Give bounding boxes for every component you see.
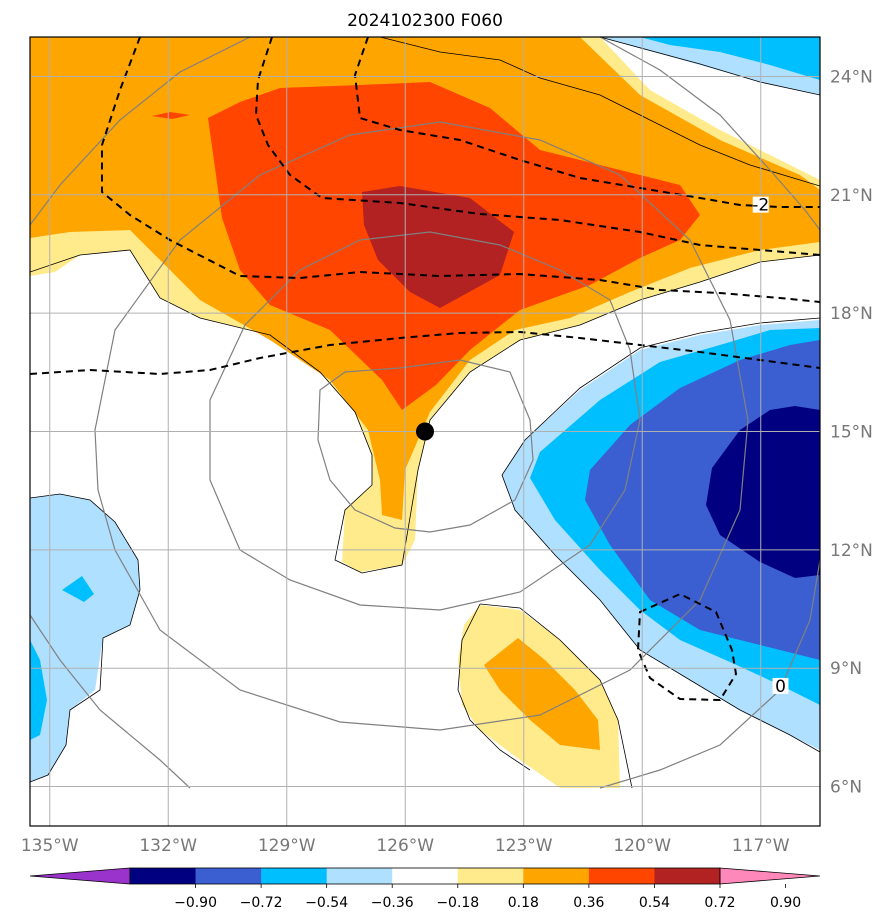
fill-cyan-west-spot bbox=[62, 576, 94, 602]
lon-tick-label: 132°W bbox=[139, 836, 197, 856]
lat-tick-label: 15°N bbox=[830, 423, 873, 443]
colorbar-segment bbox=[195, 868, 262, 884]
latitude-labels: 24°N 21°N 18°N 15°N 12°N 9°N 6°N bbox=[830, 67, 873, 797]
thin-contour-south-tail bbox=[30, 249, 820, 574]
map-frame bbox=[29, 36, 821, 827]
colorbar-tick-label: −0.18 bbox=[436, 895, 479, 911]
fill-orange-south bbox=[484, 638, 600, 750]
lat-tick-label: 21°N bbox=[830, 186, 873, 206]
lat-tick-label: 9°N bbox=[830, 659, 862, 679]
thin-contour-south-west bbox=[457, 603, 531, 771]
lon-tick-label: 117°W bbox=[732, 836, 790, 856]
lat-tick-label: 12°N bbox=[830, 541, 873, 561]
gray-contours bbox=[30, 37, 820, 789]
contour-label: 0 bbox=[775, 677, 786, 697]
colorbar-segment bbox=[261, 868, 328, 884]
fill-navy-east bbox=[706, 406, 820, 578]
colorbar-segment bbox=[588, 868, 655, 884]
colorbar-segment bbox=[523, 868, 590, 884]
colorbar-segment bbox=[130, 868, 197, 884]
colorbar-tick-label: 0.54 bbox=[639, 895, 670, 911]
lat-tick-label: 18°N bbox=[830, 304, 873, 324]
contour-labels: -2 0 bbox=[752, 196, 789, 697]
colorbar-tick-label: 0.36 bbox=[573, 895, 604, 911]
colorbar-extend-low bbox=[29, 867, 131, 885]
contour-label-bg bbox=[752, 196, 769, 213]
colorbar: −0.90 −0.72 −0.54 −0.36 −0.18 0.18 0.36 0.54 0.7… bbox=[29, 867, 821, 911]
thin-contour-west bbox=[30, 493, 141, 783]
thin-contours bbox=[30, 37, 820, 789]
colorbar-outline bbox=[129, 867, 721, 885]
fill-red-streak bbox=[152, 112, 190, 119]
thin-contour-east bbox=[501, 317, 820, 753]
colorbar-tick-label: 0.72 bbox=[704, 895, 735, 911]
colorbar-segment bbox=[457, 868, 524, 884]
gray-circle-3 bbox=[94, 121, 749, 731]
colorbar-tick-label: 0.18 bbox=[508, 895, 539, 911]
colorbar-tick-label: −0.90 bbox=[174, 895, 217, 911]
colorbar-tick-label: 0.90 bbox=[770, 895, 801, 911]
dashed-contour-1 bbox=[101, 37, 820, 303]
thin-contour-south bbox=[479, 603, 633, 789]
fill-cyan-west-edge bbox=[30, 640, 47, 740]
contour-label-bg bbox=[772, 677, 789, 694]
lon-tick-label: 126°W bbox=[376, 836, 434, 856]
colorbar-tick-label: −0.54 bbox=[305, 895, 348, 911]
dashed-contour-3 bbox=[353, 37, 820, 208]
thin-contour-north bbox=[379, 37, 820, 187]
colorbar-tick-label: −0.72 bbox=[240, 895, 283, 911]
map-plot-area: -2 0 bbox=[30, 37, 820, 826]
gray-circle-1 bbox=[317, 359, 534, 533]
contour-label: -2 bbox=[752, 196, 769, 216]
dashed-contour-2 bbox=[254, 37, 820, 256]
lon-tick-label: 120°W bbox=[613, 836, 671, 856]
gray-circle-4 bbox=[30, 37, 820, 789]
colorbar-tick-label: −0.36 bbox=[371, 895, 414, 911]
lat-tick-label: 6°N bbox=[830, 778, 862, 798]
gray-circle-2 bbox=[209, 231, 641, 611]
fill-lightblue-west bbox=[30, 494, 140, 782]
lat-tick-label: 24°N bbox=[830, 67, 873, 87]
colorbar-segment bbox=[326, 868, 393, 884]
longitude-labels: 135°W 132°W 129°W 126°W 123°W 120°W 117°W bbox=[21, 836, 790, 856]
lon-tick-label: 129°W bbox=[258, 836, 316, 856]
fill-cyan-ne bbox=[640, 37, 820, 80]
colorbar-extend-high bbox=[719, 867, 821, 885]
colorbar-segment bbox=[392, 868, 459, 884]
fill-darkred-core bbox=[362, 186, 514, 308]
thin-contour-ne bbox=[599, 37, 820, 96]
figure-title: 2024102300 F060 bbox=[347, 11, 503, 31]
lon-tick-label: 123°W bbox=[495, 836, 553, 856]
colorbar-segment bbox=[654, 868, 721, 884]
dashed-contour-5 bbox=[636, 592, 738, 702]
storm-center-marker bbox=[416, 422, 434, 441]
lon-tick-label: 135°W bbox=[21, 836, 79, 856]
